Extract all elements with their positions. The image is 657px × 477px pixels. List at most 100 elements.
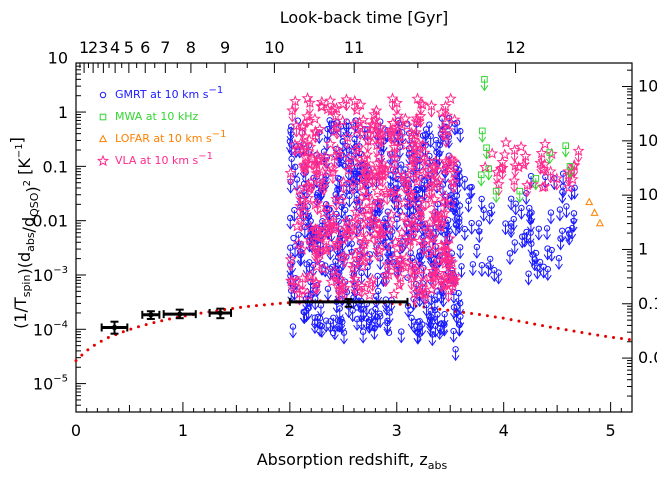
gmrt-upper-limit-arrow: [506, 253, 514, 266]
vla-point: [303, 233, 317, 246]
gmrt-upper-limit-arrow: [455, 176, 464, 189]
gmrt-upper-limit-arrow: [439, 295, 448, 308]
top-axis-tick-label: 3: [98, 38, 108, 57]
vla-upper-limit-arrow: [451, 276, 460, 289]
vla-point: [407, 224, 420, 237]
vla-point: [348, 117, 361, 130]
vla-point: [340, 215, 354, 227]
right-axis-tick-label: 0.1: [638, 294, 657, 313]
gmrt-upper-limit-arrow: [485, 213, 494, 225]
vla-upper-limit-arrow: [340, 256, 349, 269]
vla-point: [392, 168, 405, 181]
vla-upper-limit-arrow: [435, 180, 444, 193]
gmrt-upper-limit-arrow: [451, 349, 460, 362]
vla-point: [299, 151, 312, 163]
vla-point: [308, 223, 322, 236]
bottom-axis-tick-label: 5: [606, 421, 616, 440]
vla-upper-limit-arrow: [493, 172, 501, 185]
gmrt-upper-limit-arrow: [383, 323, 392, 335]
gmrt-upper-limit-arrow: [490, 270, 499, 283]
vla-point: [517, 158, 530, 171]
vla-point: [290, 274, 303, 287]
vla-point: [304, 221, 317, 233]
gmrt-upper-limit-arrow: [555, 258, 563, 271]
gmrt-upper-limit-arrow: [324, 288, 332, 301]
vla-point: [354, 231, 367, 244]
vla-point: [358, 151, 371, 164]
vla-upper-limit-arrow: [300, 164, 309, 177]
vla-point: [298, 206, 311, 218]
top-axis-tick-label: 12: [505, 38, 525, 57]
vla-point: [499, 136, 513, 148]
vla-point: [353, 195, 366, 207]
mwa-upper-limit-arrow: [545, 152, 554, 165]
gmrt-upper-limit-arrow: [527, 243, 536, 256]
vla-upper-limit-arrow: [416, 116, 425, 129]
gmrt-upper-limit-arrow: [534, 228, 543, 241]
vla-upper-limit-arrow: [356, 128, 365, 141]
vla-upper-limit-arrow: [431, 161, 440, 174]
vla-point: [327, 102, 341, 115]
bottom-axis-tick-labels: 0 1 2 3 4 5: [71, 421, 616, 440]
vla-point: [356, 178, 369, 191]
vla-upper-limit-arrow: [536, 162, 545, 175]
gmrt-upper-limit-arrow: [509, 219, 518, 231]
vla-point: [388, 251, 401, 264]
mwa-upper-limit-arrow: [484, 168, 493, 181]
gmrt-upper-limit-arrow: [468, 264, 477, 277]
vla-point: [391, 242, 404, 254]
vla-upper-limit-arrow: [313, 203, 322, 216]
y-axis-title-group: (1/Tspin)(dabs/dQSO)2 [K−1]: [7, 137, 42, 329]
gmrt-upper-limit-arrow: [547, 212, 555, 225]
top-axis-tick-label: 11: [344, 38, 364, 57]
right-axis-tick-label: 10: [638, 185, 657, 204]
vla-point: [335, 193, 348, 206]
gmrt-upper-limit-arrow: [427, 317, 436, 330]
vla-point: [352, 141, 365, 153]
vla-upper-limit-arrow: [546, 171, 555, 184]
vla-point: [444, 92, 457, 104]
gmrt-upper-limit-arrow: [562, 206, 571, 219]
vla-point: [349, 224, 362, 236]
vla-upper-limit-arrow: [540, 164, 549, 177]
gmrt-upper-limit-arrow: [543, 228, 551, 241]
gmrt-upper-limit-arrow: [530, 259, 539, 272]
gmrt-upper-limit-arrow: [371, 309, 380, 321]
vla-upper-limit-arrow: [321, 157, 330, 169]
binned-mean-point: [162, 308, 197, 320]
gmrt-upper-limit-arrow: [414, 190, 423, 203]
gmrt-upper-limit-arrow: [511, 203, 520, 216]
vla-upper-limit-arrow: [349, 182, 357, 195]
mwa-upper-limit-arrow: [482, 147, 491, 160]
gmrt-upper-limit-arrow: [517, 207, 526, 220]
gmrt-upper-limit-arrow: [456, 247, 465, 260]
vla-upper-limit-arrow: [427, 105, 436, 118]
gmrt-upper-limit-arrow: [526, 213, 534, 226]
left-axis-tick-label: 10−3: [33, 265, 68, 285]
vla-point: [400, 138, 413, 151]
vla-point: [448, 113, 461, 125]
vla-upper-limit-arrow: [298, 127, 307, 140]
bottom-axis-tick-label: 4: [499, 421, 509, 440]
gmrt-upper-limit-arrow: [376, 258, 385, 271]
top-axis-tick-label: 1: [79, 38, 89, 57]
gmrt-upper-limit-arrow: [486, 258, 495, 271]
vla-upper-limit-arrow: [421, 293, 430, 306]
vla-upper-limit-arrow: [429, 277, 438, 290]
vla-point: [438, 163, 451, 175]
vla-point: [380, 240, 393, 252]
vla-point: [409, 219, 422, 231]
legend-entry: LOFAR at 10 km s−1: [98, 129, 226, 145]
gmrt-upper-limit-arrow: [409, 299, 418, 311]
vla-point: [376, 226, 389, 239]
mwa-upper-limit-arrow: [566, 166, 574, 179]
vla-upper-limit-arrow: [419, 243, 428, 256]
vla-upper-limit-arrow: [319, 184, 328, 196]
vla-point: [385, 260, 398, 272]
vla-point: [498, 148, 511, 160]
vla-point: [328, 125, 341, 137]
gmrt-upper-limit-arrow: [289, 326, 297, 339]
gmrt-upper-limit-arrow: [317, 305, 325, 318]
vla-upper-limit-arrow: [311, 282, 320, 295]
vla-point: [368, 108, 381, 120]
